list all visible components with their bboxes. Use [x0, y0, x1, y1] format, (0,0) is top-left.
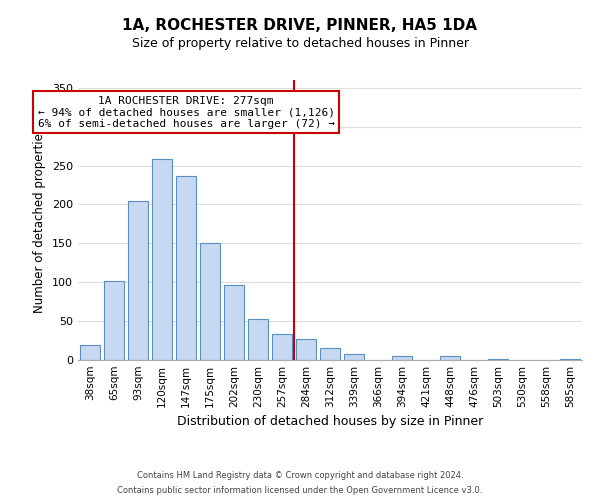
Bar [104, 282, 124, 360]
Bar [248, 319, 268, 360]
Text: Contains HM Land Registry data © Crown copyright and database right 2024.: Contains HM Land Registry data © Crown c… [137, 471, 463, 480]
Bar [128, 200, 148, 360]
Bar [392, 356, 412, 360]
Bar [152, 160, 172, 360]
X-axis label: Distribution of detached houses by size in Pinner: Distribution of detached houses by size … [177, 416, 483, 428]
Bar [488, 359, 508, 360]
Text: Contains public sector information licensed under the Open Government Licence v3: Contains public sector information licen… [118, 486, 482, 495]
Bar [200, 244, 220, 360]
Bar [80, 345, 100, 360]
Bar [440, 356, 460, 360]
Bar [344, 354, 364, 360]
Bar [224, 286, 244, 360]
Text: Size of property relative to detached houses in Pinner: Size of property relative to detached ho… [131, 38, 469, 51]
Bar [320, 348, 340, 360]
Bar [272, 334, 292, 360]
Bar [296, 339, 316, 360]
Y-axis label: Number of detached properties: Number of detached properties [34, 127, 46, 313]
Text: 1A ROCHESTER DRIVE: 277sqm
← 94% of detached houses are smaller (1,126)
6% of se: 1A ROCHESTER DRIVE: 277sqm ← 94% of deta… [37, 96, 335, 129]
Bar [176, 176, 196, 360]
Text: 1A, ROCHESTER DRIVE, PINNER, HA5 1DA: 1A, ROCHESTER DRIVE, PINNER, HA5 1DA [122, 18, 478, 32]
Bar [560, 359, 580, 360]
